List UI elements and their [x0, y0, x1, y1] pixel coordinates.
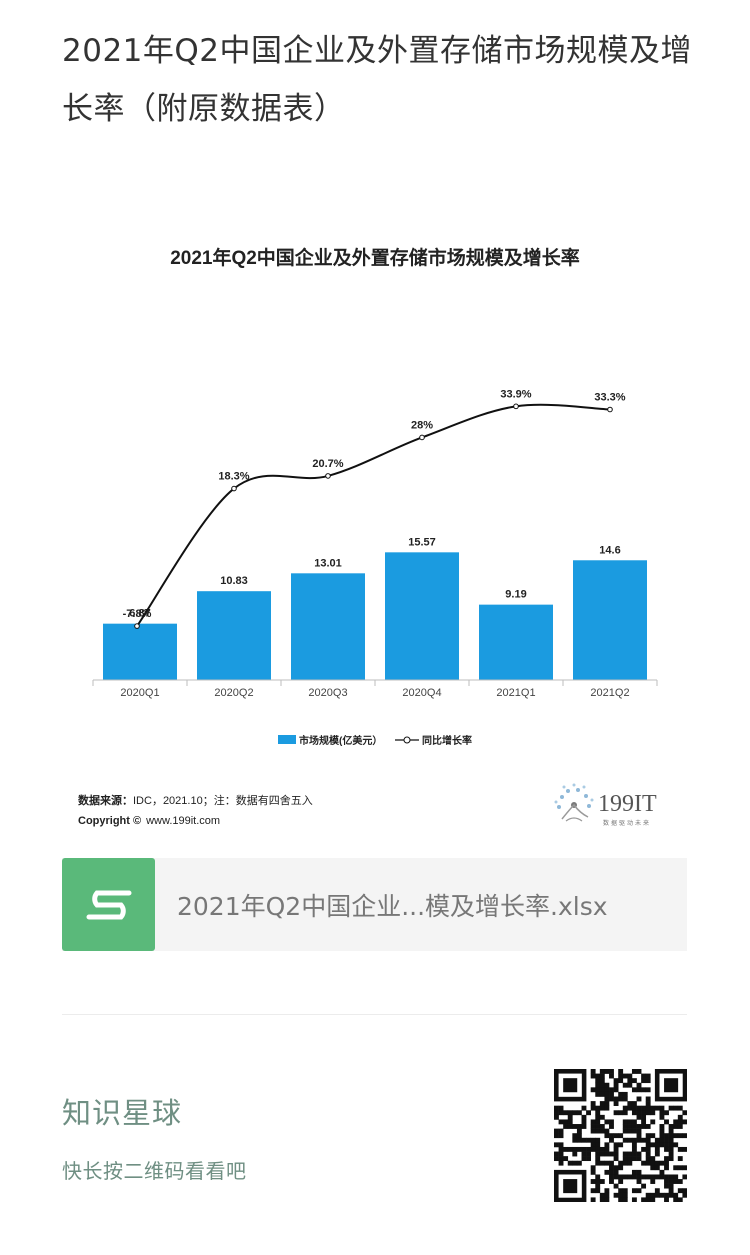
chart-svg: 2021年Q2中国企业及外置存储市场规模及增长率 6.87 10.83 13.01 1…	[78, 246, 658, 827]
growth-value-label: -7.8%	[123, 608, 152, 620]
growth-point	[419, 434, 425, 441]
growth-point	[607, 406, 613, 413]
chart-title: 2021年Q2中国企业及外置存储市场规模及增长率	[170, 246, 580, 269]
bar-2020Q2	[197, 591, 271, 680]
bar-value-label: 14.6	[599, 544, 620, 556]
bar-2021Q1	[479, 604, 553, 680]
qr-code[interactable]	[554, 1069, 688, 1203]
planet-subtitle: 快长按二维码看看吧	[62, 1159, 247, 1183]
line-series: -7.8% 18.3% 20.7% 28% 33.9% 33.3%	[123, 388, 626, 629]
legend-bar-swatch	[278, 735, 296, 744]
divider	[62, 1014, 687, 1015]
legend-line-marker	[403, 736, 411, 744]
x-tick-label: 2020Q3	[308, 687, 347, 699]
x-tick-label: 2021Q2	[590, 687, 629, 699]
svg-text:Copyright ©www.199it.com: Copyright © www.199it.com	[78, 815, 220, 827]
x-tick-label: 2021Q1	[496, 687, 535, 699]
growth-value-label: 20.7%	[312, 458, 343, 470]
growth-value-label: 33.3%	[594, 392, 625, 404]
s-sheet-icon	[62, 858, 155, 951]
bar-2020Q4	[385, 552, 459, 680]
x-axis: 2020Q1 2020Q2 2020Q3 2020Q4 2021Q1 2021Q2	[92, 679, 658, 699]
bar-value-label: 13.01	[314, 557, 342, 569]
legend-line-label: 同比增长率	[422, 734, 472, 747]
bar-value-label: 9.19	[505, 589, 526, 601]
growth-value-label: 33.9%	[500, 388, 531, 400]
copyright-text: www.199it.com	[145, 815, 220, 827]
x-tick-label: 2020Q4	[402, 687, 441, 699]
x-tick-label: 2020Q1	[120, 687, 159, 699]
growth-point	[231, 485, 237, 492]
legend-bar-label: 市场规模(亿美元）	[299, 734, 382, 747]
svg-text:数据来源：IDC，2021.10；注：数据有四舍五入: 数据来源：IDC，2021.10；注：数据有四舍五入	[78, 793, 313, 807]
legend: 市场规模(亿美元） 同比增长率	[278, 734, 472, 747]
bar-series: 6.87 10.83 13.01 15.57 9.19 14.6	[103, 536, 647, 680]
bar-value-label: 10.83	[220, 575, 248, 587]
qr-code-image	[554, 1069, 688, 1203]
growth-point	[513, 403, 519, 410]
source-note: 数据来源：IDC，2021.10；注：数据有四舍五入 Copyright © ww…	[78, 793, 313, 827]
growth-value-label: 18.3%	[218, 471, 249, 483]
dandelion-icon	[554, 783, 594, 822]
source-label: 数据来源：	[78, 793, 133, 807]
file-attachment[interactable]: 2021年Q2中国企业...模及增长率.xlsx	[62, 858, 687, 951]
brand-name: 199IT	[598, 791, 657, 817]
copyright-label: Copyright ©	[78, 815, 141, 827]
post-title: 2021年Q2中国企业及外置存储市场规模及增长率（附原数据表）	[62, 33, 693, 127]
bar-2021Q2	[573, 560, 647, 680]
source-text: IDC，2021.10；注：数据有四舍五入	[133, 793, 313, 807]
growth-point	[134, 623, 140, 629]
brand-logo: 199IT 数据驱动未来	[554, 783, 657, 827]
bar-2020Q1	[103, 623, 177, 680]
file-name: 2021年Q2中国企业...模及增长率.xlsx	[177, 891, 608, 921]
brand-tagline: 数据驱动未来	[603, 819, 651, 827]
chart-card: 2021年Q2中国企业及外置存储市场规模及增长率 6.87 10.83 13.01 1…	[0, 215, 750, 845]
planet-title: 知识星球	[62, 1096, 183, 1130]
x-tick-label: 2020Q2	[214, 687, 253, 699]
growth-value-label: 28%	[411, 419, 433, 431]
bar-value-label: 6.87	[129, 608, 150, 620]
bar-2020Q3	[291, 573, 365, 680]
bar-value-label: 15.57	[408, 536, 436, 548]
growth-point	[325, 473, 331, 479]
